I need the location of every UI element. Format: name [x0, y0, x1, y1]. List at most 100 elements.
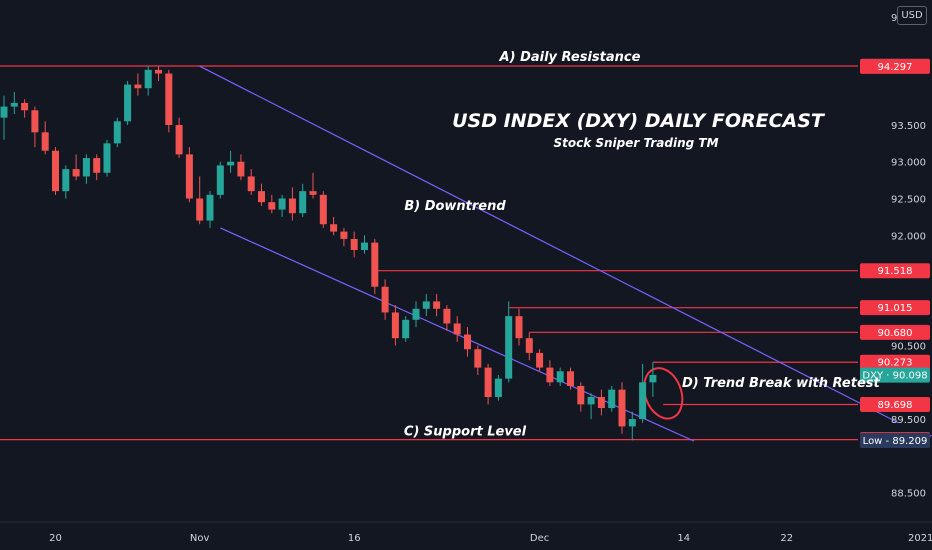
- candle-body: [391, 312, 399, 339]
- candle-body: [31, 110, 39, 133]
- candle-body: [41, 132, 49, 151]
- candle-body: [608, 389, 616, 409]
- candle-body: [103, 143, 111, 173]
- candle-body: [237, 161, 245, 177]
- candle-body: [144, 69, 152, 89]
- axes: 93.500 93.000 92.500 92.000 90.500 89.500 88.5…: [0, 13, 932, 544]
- candle-body: [361, 242, 368, 250]
- retest-highlight-ellipse: [643, 367, 684, 420]
- candle-body: [216, 165, 224, 195]
- annotations: A) Daily Resistance C) Support Level B) Do…: [404, 50, 881, 440]
- candle-body: [258, 191, 265, 203]
- downtrend-label: B) Downtrend: [404, 199, 506, 214]
- candle-body: [577, 385, 585, 405]
- candle-body: [196, 198, 204, 221]
- y-tick-label: 93.500: [891, 121, 926, 132]
- candle-body: [93, 158, 101, 173]
- candle-body: [536, 352, 544, 368]
- candle-body: [494, 378, 502, 398]
- x-tick-label: Nov: [190, 533, 210, 544]
- candle-body: [247, 176, 255, 192]
- candle-body: [340, 231, 348, 239]
- tag-90680-text: 90.680: [878, 328, 913, 339]
- candle-body: [52, 150, 59, 192]
- candle-body: [649, 374, 657, 383]
- candle-body: [443, 308, 451, 324]
- candle-body: [350, 238, 358, 250]
- candle-body: [567, 371, 574, 386]
- horizontal-levels: [0, 65, 858, 441]
- trend-break-label: D) Trend Break with Retest: [682, 376, 881, 391]
- candle-body: [299, 191, 307, 214]
- tag-low-text: Low - 89.209: [863, 436, 928, 447]
- candle-body: [453, 323, 461, 335]
- candle-body: [10, 102, 18, 107]
- candle-body: [175, 124, 183, 155]
- candle-body: [134, 84, 142, 89]
- y-tick-label: 92.500: [891, 195, 926, 206]
- candle-body: [330, 224, 338, 232]
- channel-upper-line: [199, 65, 899, 424]
- tag-89698-text: 89.698: [878, 400, 913, 411]
- candle-body: [165, 73, 173, 125]
- x-tick-label: 2021: [908, 533, 932, 544]
- candle-body: [82, 158, 90, 177]
- tag-90273-bg: [860, 354, 930, 370]
- candle-body: [319, 194, 327, 225]
- candle-body: [155, 69, 162, 74]
- candle-body: [597, 397, 605, 409]
- tag-90680-bg: [860, 324, 930, 340]
- candle-body: [484, 367, 492, 398]
- candle-body: [464, 334, 471, 350]
- candle-body: [371, 242, 379, 287]
- candle-body: [515, 316, 523, 339]
- candle-body: [639, 382, 647, 420]
- tag-90680: 90.680: [860, 324, 930, 340]
- y-tick-label: 92.000: [891, 231, 926, 242]
- daily-resistance-label: A) Daily Resistance: [499, 50, 641, 65]
- candle-body: [525, 338, 533, 353]
- chart-title: USD INDEX (DXY) DAILY FORECAST: [452, 110, 826, 132]
- tag-91518: 91.518: [860, 263, 930, 279]
- candle-body: [628, 419, 636, 427]
- x-tick-label: 14: [677, 533, 690, 544]
- tag-94297-text: 94.297: [878, 62, 913, 73]
- candle-body: [546, 367, 554, 383]
- tag-94297-bg: [860, 58, 930, 74]
- x-tick-label: 22: [780, 533, 793, 544]
- candle-body: [433, 301, 441, 309]
- tag-low-bg: [860, 432, 930, 448]
- price-tags: High - 94.30294.29791.51891.01590.68090.…: [860, 58, 930, 448]
- candle-body: [381, 286, 389, 313]
- currency-button[interactable]: USD: [897, 6, 927, 25]
- candle-body: [185, 154, 193, 199]
- x-tick-label: 16: [348, 533, 361, 544]
- candle-body: [288, 198, 296, 214]
- tag-90273: 90.273: [860, 354, 930, 370]
- y-tick-label: 88.500: [891, 489, 926, 500]
- candle-body: [474, 349, 482, 368]
- candle-body: [62, 169, 70, 192]
- candle-body: [556, 371, 564, 383]
- chart-subtitle: Stock Sniper Trading TM: [553, 136, 718, 150]
- tag-94297: 94.297: [860, 58, 930, 74]
- tag-dxy-bg: [860, 367, 930, 383]
- candle-body: [422, 301, 430, 309]
- candle-body: [309, 191, 317, 195]
- tag-90273-text: 90.273: [878, 358, 913, 369]
- tag-89698-bg: [860, 397, 930, 413]
- tag-91015-bg: [860, 300, 930, 316]
- tag-91015-text: 91.015: [878, 303, 913, 314]
- candlesticks: [0, 66, 657, 441]
- tag-89698: 89.698: [860, 397, 930, 413]
- candle-body: [206, 194, 214, 221]
- tag-dxy-text: DXY · 90.098: [862, 371, 927, 382]
- x-tick-label: Dec: [530, 533, 549, 544]
- tag-91518-bg: [860, 263, 930, 279]
- x-tick-label: 20: [49, 533, 62, 544]
- candle-body: [113, 121, 121, 144]
- candle-body: [402, 319, 410, 339]
- y-tick-label: 93.000: [891, 158, 926, 169]
